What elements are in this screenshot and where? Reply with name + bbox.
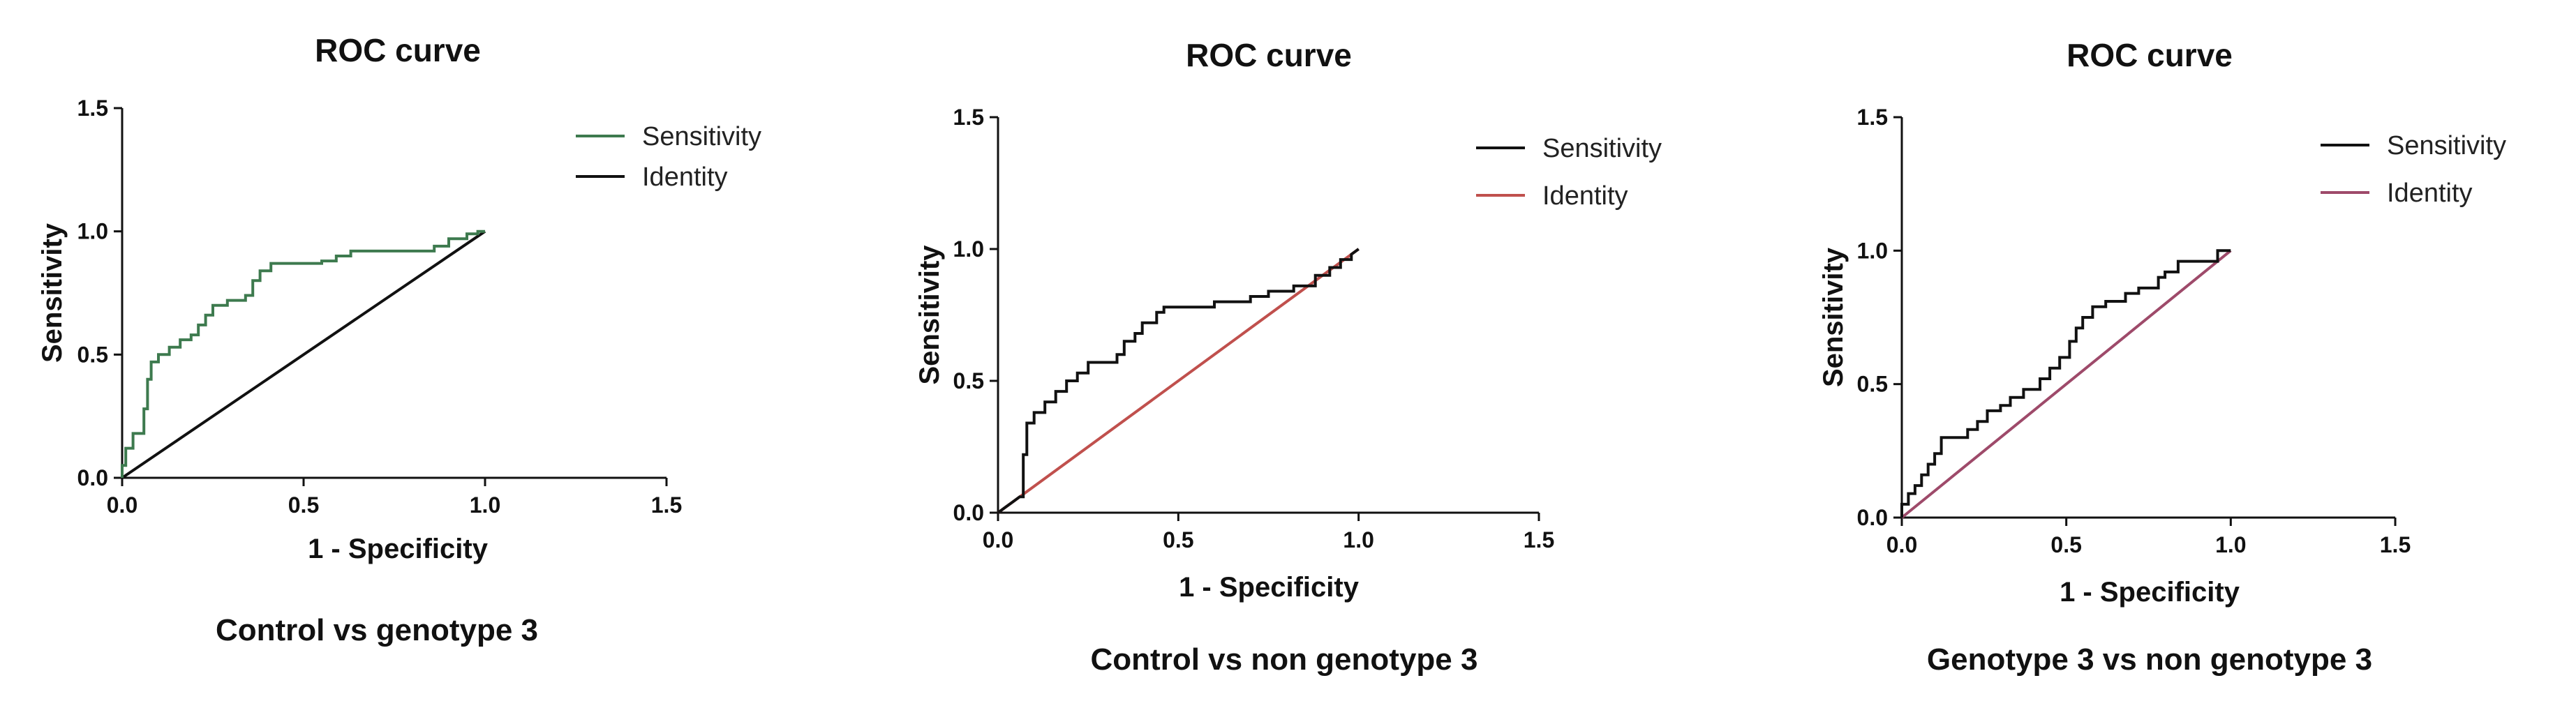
chart-title: ROC curve [1186,37,1352,73]
series-line-sensitivity [1900,249,2231,518]
legend-label-sensitivity: Sensitivity [2387,131,2506,160]
x-axis-label: 1 - Specificity [308,534,489,564]
roc-chart-2: ROC curve 0.0 0.5 1.0 1.5 0.0 0.5 1.0 1.5 1 - Spe… [914,37,1662,677]
chart-caption: Control vs non genotype 3 [1091,642,1478,677]
y-axis-label: Sensitivity [914,245,945,385]
y-tick-label: 0.0 [953,500,984,525]
y-tick-label: 1.5 [77,96,108,121]
x-tick-label: 1.5 [2380,532,2411,557]
x-tick-label: 0.5 [1163,527,1193,552]
x-tick-label: 0.5 [2050,532,2081,557]
legend-label-identity: Identity [1542,181,1628,211]
chart-title: ROC curve [2067,37,2233,73]
y-axis-label: Sensitivity [1818,247,1849,387]
x-axis-label: 1 - Specificity [2060,577,2240,608]
y-tick-label: 1.5 [1857,105,1888,130]
chart-title: ROC curve [315,32,481,68]
legend-label-identity: Identity [2387,179,2473,208]
x-tick-label: 0.0 [107,492,137,518]
x-tick-label: 0.0 [983,527,1013,552]
chart-caption: Genotype 3 vs non genotype 3 [1927,642,2372,677]
y-tick-label: 0.5 [1857,372,1888,397]
x-axis-label: 1 - Specificity [1179,572,1360,603]
x-tick-label: 1.0 [2215,532,2246,557]
y-tick-label: 0.0 [1857,505,1888,530]
y-tick-label: 1.0 [1857,238,1888,263]
series-line-identity [997,248,1360,514]
x-tick-label: 1.0 [1343,527,1373,552]
x-tick-label: 1.5 [651,492,682,518]
x-tick-label: 0.0 [1886,532,1917,557]
x-tick-label: 0.5 [288,492,319,518]
y-tick-label: 0.5 [77,342,108,367]
series-line-identity [121,230,486,479]
roc-chart-1: ROC curve 0.0 0.5 1.0 1.5 0.0 0.5 1.0 1.5 1 - Spe… [37,32,761,647]
legend-label-sensitivity: Sensitivity [1542,134,1662,163]
legend-label-sensitivity: Sensitivity [642,122,761,151]
x-tick-label: 1.0 [470,492,500,518]
y-axis-label: Sensitivity [37,223,68,363]
chart-caption: Control vs genotype 3 [216,613,538,647]
series-line-sensitivity [997,248,1360,514]
x-tick-label: 1.5 [1524,527,1554,552]
series-line-identity [1900,249,2232,519]
roc-chart-3: ROC curve 0.0 0.5 1.0 1.5 0.0 0.5 1.0 1.5 1 - Spe… [1818,37,2506,677]
y-tick-label: 1.0 [77,219,108,244]
series-line-sensitivity [121,229,485,478]
y-tick-label: 0.0 [77,465,108,490]
legend-label-identity: Identity [642,163,728,192]
y-tick-label: 0.5 [953,368,984,393]
y-tick-label: 1.5 [953,105,984,130]
y-tick-label: 1.0 [953,236,984,262]
